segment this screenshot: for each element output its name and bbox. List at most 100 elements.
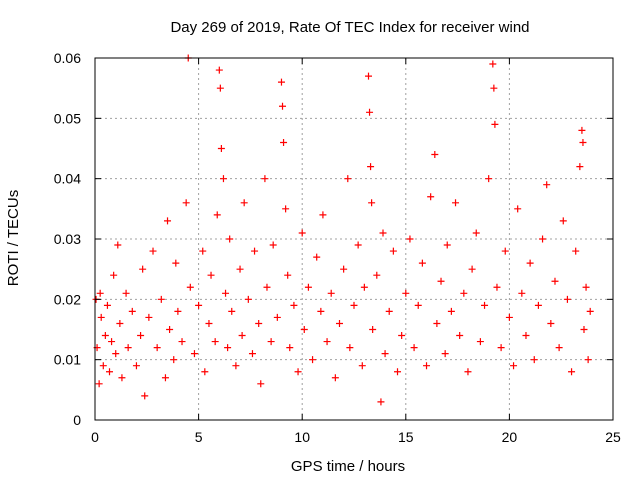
data-point <box>319 211 327 219</box>
data-point <box>313 253 321 261</box>
data-point <box>236 265 244 273</box>
data-point <box>559 217 567 225</box>
data-point <box>456 332 464 340</box>
y-tick-label: 0.02 <box>54 291 81 307</box>
data-point <box>240 199 248 207</box>
data-point <box>423 362 431 370</box>
data-point <box>164 217 172 225</box>
data-point <box>153 344 161 352</box>
data-point <box>178 338 186 346</box>
data-point <box>166 326 174 333</box>
data-point <box>497 344 505 352</box>
data-point <box>186 283 194 291</box>
data-point <box>406 235 414 243</box>
data-point <box>452 199 460 207</box>
data-point <box>157 295 165 303</box>
data-point <box>490 84 498 92</box>
x-tick-label: 0 <box>91 429 99 445</box>
chart-title: Day 269 of 2019, Rate Of TEC Index for r… <box>170 19 529 36</box>
data-point <box>215 66 223 74</box>
data-point <box>110 271 118 279</box>
data-point <box>261 175 269 183</box>
data-point <box>263 283 271 291</box>
data-point <box>551 277 559 285</box>
data-point <box>385 307 393 315</box>
data-point <box>137 332 145 340</box>
data-point <box>226 235 234 243</box>
data-point <box>284 271 292 279</box>
y-tick-label: 0.06 <box>54 50 81 66</box>
data-point <box>118 374 126 382</box>
data-point <box>106 368 114 376</box>
data-point <box>381 350 389 358</box>
data-point <box>539 235 547 243</box>
data-point <box>547 319 555 327</box>
data-point <box>431 151 439 159</box>
data-point <box>489 60 497 68</box>
data-point <box>112 350 120 358</box>
data-point <box>389 247 397 255</box>
data-point <box>101 332 109 340</box>
x-tick-label: 25 <box>605 429 621 445</box>
data-point <box>358 362 366 370</box>
data-point <box>95 380 103 388</box>
data-point <box>294 368 302 376</box>
data-point <box>580 326 588 333</box>
y-tick-label: 0.05 <box>54 110 81 126</box>
data-point <box>367 163 375 171</box>
data-point <box>282 205 290 213</box>
data-point <box>340 265 348 273</box>
data-point <box>217 145 225 152</box>
data-point <box>201 368 209 376</box>
data-point <box>304 283 312 291</box>
data-point <box>207 271 215 279</box>
data-point <box>518 289 526 297</box>
x-tick-label: 15 <box>398 429 414 445</box>
data-point <box>279 102 287 110</box>
data-point <box>493 283 501 291</box>
data-point <box>530 356 538 364</box>
data-point <box>377 398 385 406</box>
data-point <box>543 181 551 189</box>
y-tick-label: 0 <box>73 412 81 428</box>
data-point <box>468 265 476 273</box>
data-point <box>277 78 285 86</box>
data-point <box>132 362 140 370</box>
data-point <box>323 338 331 346</box>
data-point <box>555 344 563 352</box>
data-point <box>331 374 339 382</box>
data-point <box>346 344 354 352</box>
data-point <box>350 301 358 309</box>
data-point <box>116 319 124 327</box>
data-point <box>174 307 182 315</box>
data-point <box>97 313 105 321</box>
data-point <box>522 332 530 340</box>
data-point <box>572 247 580 255</box>
data-point <box>586 307 594 315</box>
data-point <box>443 241 451 249</box>
data-point <box>433 319 441 327</box>
data-point <box>418 259 426 267</box>
data-point <box>491 120 499 128</box>
data-point <box>273 313 281 321</box>
data-point <box>379 229 387 237</box>
data-point <box>141 392 149 400</box>
axis-ticks <box>94 57 614 421</box>
data-point <box>476 338 484 346</box>
data-point <box>228 307 236 315</box>
data-point <box>280 138 288 146</box>
data-point <box>410 344 418 352</box>
data-point <box>251 247 259 255</box>
data-point <box>414 301 422 309</box>
data-point <box>373 271 381 279</box>
data-point <box>114 241 122 249</box>
data-point <box>161 374 169 382</box>
data-point <box>216 84 224 92</box>
grid-lines <box>95 58 613 420</box>
data-point <box>447 307 455 315</box>
data-point <box>579 138 587 146</box>
x-axis-label: GPS time / hours <box>291 458 405 475</box>
data-point <box>182 199 190 207</box>
data-point <box>286 344 294 352</box>
